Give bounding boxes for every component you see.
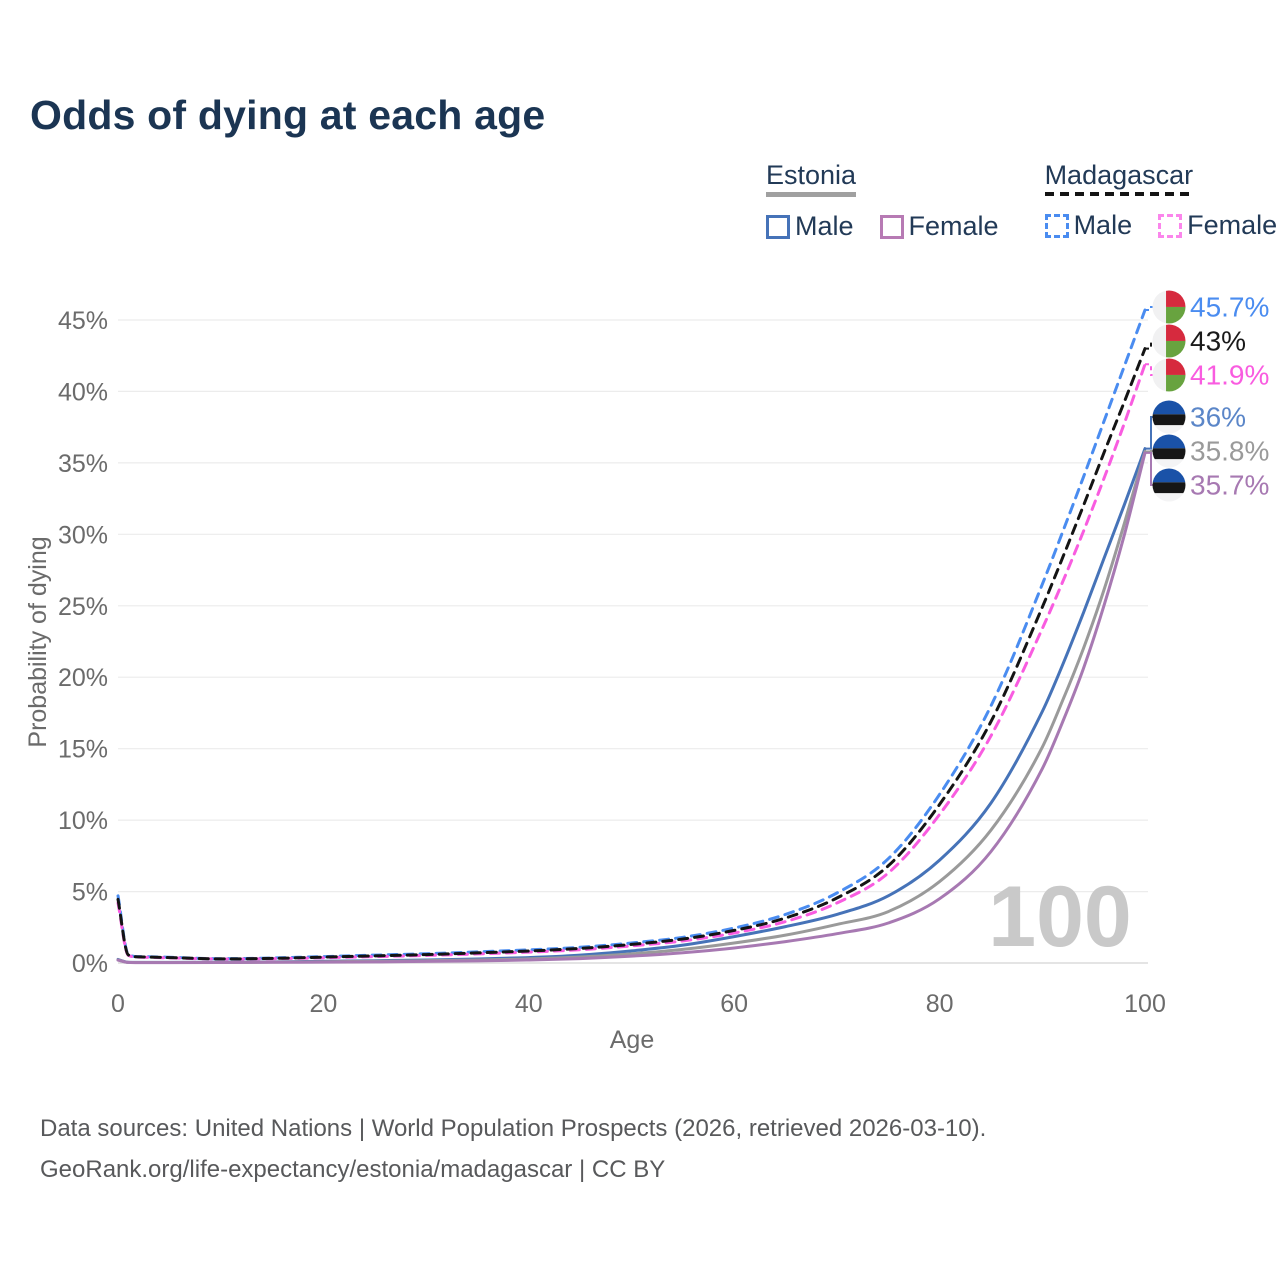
legend-item-madagascar-male[interactable]: Male (1044, 210, 1133, 241)
y-tick-label: 40% (58, 378, 108, 406)
end-label-connector (1145, 306, 1154, 311)
y-tick-label: 0% (72, 950, 108, 978)
y-tick-label: 45% (58, 307, 108, 335)
end-label-value: 36% (1190, 402, 1246, 433)
series-line-estonia-female[interactable] (116, 451, 1147, 965)
end-label-connector (1145, 450, 1154, 453)
estonia-line-style-swatch (766, 192, 857, 197)
y-tick-label: 30% (58, 521, 108, 549)
y-tick-label: 10% (58, 807, 108, 835)
estonia-male-label: Male (795, 211, 854, 241)
end-label-value: 35.8% (1190, 436, 1269, 467)
end-label-connector (1145, 363, 1154, 376)
madagascar-female-swatch (1158, 213, 1183, 238)
y-tick-label: 35% (58, 450, 108, 478)
series-line-madagascar[interactable] (116, 347, 1147, 961)
end-label-value: 35.7% (1190, 470, 1269, 501)
end-label-value: 43% (1190, 326, 1246, 357)
x-axis-title: Age (610, 1026, 654, 1054)
estonia-male-swatch (766, 214, 790, 239)
flag-estonia-icon (1152, 400, 1186, 434)
x-tick-label: 20 (309, 990, 337, 1018)
flag-estonia-icon (1152, 434, 1186, 468)
series-line-madagascar-female[interactable] (116, 362, 1147, 961)
y-tick-label: 15% (58, 736, 108, 764)
end-label-connector (1145, 451, 1154, 486)
legend-country-madagascar[interactable]: Madagascar (1044, 160, 1194, 201)
flag-madagascar-icon (1152, 358, 1186, 392)
watermark-age: 100 (988, 869, 1132, 965)
y-tick-label: 25% (58, 593, 108, 621)
legend-item-madagascar-female[interactable]: Female (1158, 210, 1277, 241)
x-tick-label: 80 (926, 990, 954, 1018)
estonia-female-label: Female (908, 211, 999, 241)
y-tick-label: 20% (58, 664, 108, 692)
end-label-connector (1145, 340, 1154, 350)
x-tick-label: 60 (720, 990, 748, 1018)
x-tick-label: 0 (111, 990, 125, 1018)
legend-country-estonia[interactable]: Estonia (766, 160, 857, 202)
legend-item-estonia-male[interactable]: Male (766, 211, 854, 242)
source-note: Data sources: United Nations | World Pop… (40, 1108, 986, 1190)
madagascar-male-label: Male (1073, 210, 1133, 240)
legend-country-estonia-label: Estonia (766, 160, 857, 190)
source-line-1: Data sources: United Nations | World Pop… (40, 1115, 987, 1142)
flag-madagascar-icon (1152, 324, 1186, 358)
series-line-madagascar-male[interactable] (116, 308, 1147, 961)
y-axis-title: Probability of dying (24, 536, 52, 747)
madagascar-male-swatch (1044, 213, 1069, 238)
end-label-connector (1145, 416, 1154, 450)
page-title: Odds of dying at each age (30, 92, 546, 138)
madagascar-line-style-swatch (1044, 192, 1194, 196)
legend-group-madagascar: Madagascar Male Female (1044, 160, 1277, 242)
madagascar-female-label: Female (1187, 210, 1278, 240)
estonia-female-swatch (879, 214, 904, 239)
end-label-value: 41.9% (1190, 360, 1269, 391)
legend-item-estonia-female[interactable]: Female (879, 211, 999, 242)
x-tick-label: 40 (515, 990, 543, 1018)
y-tick-label: 5% (72, 879, 108, 907)
flag-madagascar-icon (1152, 290, 1186, 324)
x-tick-label: 100 (1124, 990, 1166, 1018)
legend-group-estonia: Estonia Male Female (766, 160, 999, 242)
legend: Estonia Male Female Madagascar (766, 160, 1277, 242)
legend-country-madagascar-label: Madagascar (1044, 160, 1194, 190)
source-line-2: GeoRank.org/life-expectancy/estonia/mada… (40, 1156, 666, 1183)
flag-estonia-icon (1152, 468, 1186, 502)
end-label-value: 45.7% (1190, 292, 1269, 323)
line-chart[interactable]: 0% 5% 10% 15% 20% 25% 30% 35% 40% 45% 0 20 40 60 80 100… (0, 270, 1280, 1060)
